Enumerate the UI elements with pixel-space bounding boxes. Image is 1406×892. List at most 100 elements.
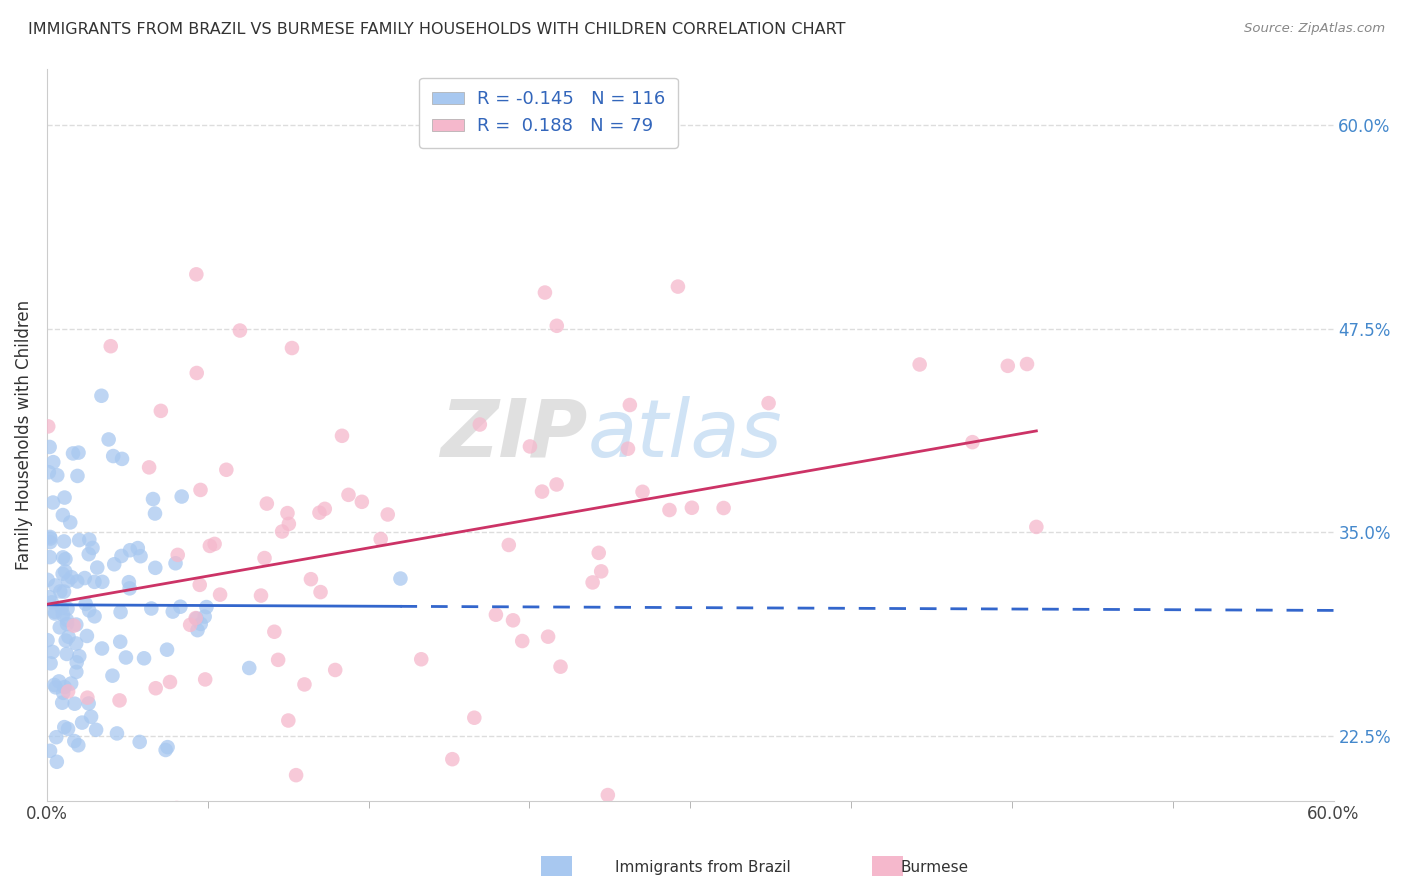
Point [59,516,82,530]
Point [596,788,619,802]
Point [166,801,188,815]
Point [56,617,79,632]
Point [962,435,984,450]
Legend: R = -0.145   N = 116, R =  0.188   N = 79: R = -0.145 N = 116, R = 0.188 N = 79 [419,78,678,148]
Point [37,573,59,587]
Point [55,647,77,661]
Point [631,484,654,499]
Point [51,696,73,710]
Point [110,605,132,619]
Point [39,530,62,544]
Point [67,445,90,459]
Point [56,613,79,627]
Point [285,768,308,782]
Point [53,565,76,579]
Point [52,686,75,700]
Point [209,588,232,602]
Point [77,547,100,561]
Point [55,633,77,648]
Point [256,497,278,511]
Point [143,507,166,521]
Point [190,483,212,497]
Point [581,575,603,590]
Point [39,532,62,546]
Point [62,446,84,460]
Point [79,533,101,547]
Point [39,535,62,549]
Point [271,524,294,539]
Text: Source: ZipAtlas.com: Source: ZipAtlas.com [1244,22,1385,36]
Point [184,611,207,625]
Point [186,623,208,637]
Point [49,620,72,634]
Point [84,723,107,737]
Point [44,605,66,619]
Point [41,645,63,659]
Point [91,574,114,589]
Point [73,571,96,585]
Point [1015,357,1038,371]
Point [118,582,141,596]
Point [350,495,373,509]
Point [619,398,641,412]
Point [463,711,485,725]
Point [60,570,83,584]
Point [66,574,89,589]
Point [76,690,98,705]
Point [105,726,128,740]
Point [83,609,105,624]
Point [100,339,122,353]
Point [195,600,218,615]
Point [103,449,125,463]
Point [141,601,163,615]
Point [617,442,640,456]
Point [277,516,299,531]
Point [66,656,89,670]
Point [56,684,79,698]
Point [44,810,66,824]
Point [67,649,90,664]
Point [63,734,86,748]
Point [49,584,72,599]
Point [66,469,89,483]
Point [250,589,273,603]
Point [60,676,83,690]
Y-axis label: Family Households with Children: Family Households with Children [15,300,32,570]
Point [389,572,412,586]
Point [39,744,62,758]
Point [238,661,260,675]
Point [215,463,238,477]
Point [204,537,226,551]
Point [198,539,221,553]
Point [39,657,62,671]
Point [149,404,172,418]
Point [53,680,76,694]
Text: Burmese: Burmese [901,860,969,874]
Text: IMMIGRANTS FROM BRAZIL VS BURMESE FAMILY HOUSEHOLDS WITH CHILDREN CORRELATION CH: IMMIGRANTS FROM BRAZIL VS BURMESE FAMILY… [28,22,845,37]
Point [46,468,69,483]
Point [186,366,208,380]
Point [70,715,93,730]
Point [170,490,193,504]
Point [997,359,1019,373]
Point [531,484,554,499]
Point [591,565,613,579]
Point [42,495,65,509]
Point [132,651,155,665]
Point [277,714,299,728]
Point [86,560,108,574]
Point [370,532,392,546]
Point [65,665,87,679]
Point [48,674,70,689]
Point [55,552,77,566]
Point [128,735,150,749]
Point [377,508,399,522]
Point [546,477,568,491]
Point [97,433,120,447]
Point [53,534,76,549]
Point [713,501,735,516]
Point [82,541,104,555]
Point [263,624,285,639]
Point [1025,520,1047,534]
Point [108,693,131,707]
